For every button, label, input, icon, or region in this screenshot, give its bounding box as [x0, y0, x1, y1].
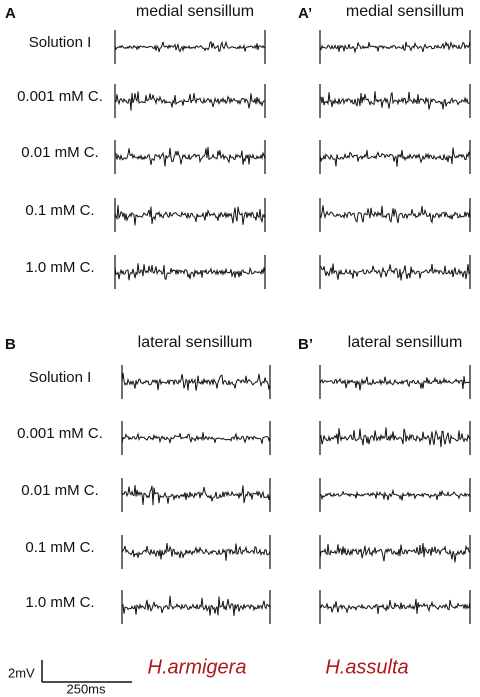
- species-label: H.assulta: [325, 656, 408, 678]
- panel-label: B: [5, 336, 16, 353]
- trace: [319, 427, 471, 448]
- panel-title: lateral sensillum: [138, 334, 253, 351]
- panel-label: B’: [298, 336, 313, 353]
- row-label: 0.01 mM C.: [21, 144, 99, 161]
- row-label: 1.0 mM C.: [25, 594, 94, 611]
- trace: [114, 146, 266, 167]
- panel-title: medial sensillum: [136, 3, 254, 20]
- trace: [114, 91, 266, 111]
- row-label: Solution I: [29, 369, 92, 386]
- row-label: 0.001 mM C.: [17, 425, 103, 442]
- trace: [121, 485, 271, 506]
- row-label: 0.1 mM C.: [25, 539, 94, 556]
- trace: [121, 372, 271, 391]
- trace: [121, 595, 271, 616]
- panel-label: A’: [298, 5, 312, 22]
- trace: [319, 376, 471, 391]
- trace: [121, 432, 271, 444]
- trace: [319, 40, 471, 54]
- row-label: Solution I: [29, 34, 92, 51]
- trace: [319, 488, 471, 501]
- row-label: 0.001 mM C.: [17, 88, 103, 105]
- row-label: 1.0 mM C.: [25, 259, 94, 276]
- trace: [114, 205, 266, 226]
- trace: [114, 263, 266, 281]
- trace: [114, 40, 266, 53]
- trace: [319, 542, 471, 563]
- trace: [319, 91, 471, 110]
- panel-title: medial sensillum: [346, 3, 464, 20]
- traces: [114, 30, 471, 624]
- panel-label: A: [5, 5, 16, 22]
- species-label: H.armigera: [148, 656, 247, 678]
- panel-title: lateral sensillum: [348, 334, 463, 351]
- trace: [319, 598, 471, 615]
- scale-x-label: 250ms: [66, 681, 106, 696]
- scale-y-label: 2mV: [8, 665, 35, 680]
- trace: [319, 263, 471, 281]
- trace: [319, 205, 471, 224]
- row-label: 0.1 mM C.: [25, 202, 94, 219]
- row-label: 0.01 mM C.: [21, 482, 99, 499]
- trace: [319, 147, 471, 167]
- trace: [121, 542, 271, 561]
